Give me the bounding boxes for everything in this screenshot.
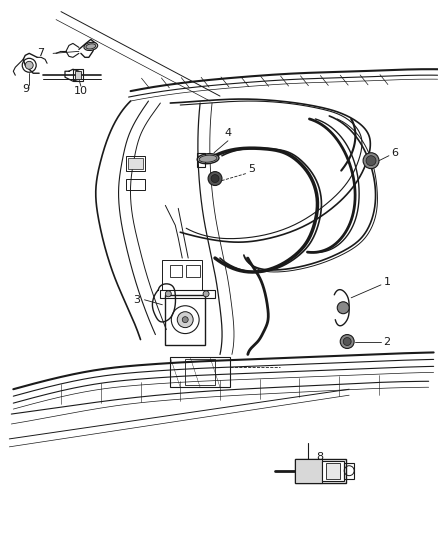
Bar [170,265,182,277]
Bar [75,71,81,79]
Bar [125,179,145,190]
Bar [125,156,145,171]
Bar [6,6,135,121]
Bar [165,295,205,344]
Bar [73,69,83,81]
Circle shape [211,175,219,182]
Bar [343,463,353,479]
Text: 9: 9 [23,84,30,94]
Text: 8: 8 [315,452,322,462]
Bar [197,153,205,167]
Ellipse shape [86,44,95,49]
Ellipse shape [197,154,219,164]
Bar [294,459,321,482]
Bar [160,290,215,298]
Text: 6: 6 [391,148,397,158]
Text: 10: 10 [74,86,88,96]
Text: 5: 5 [248,164,255,174]
Ellipse shape [199,155,216,162]
Bar [321,461,343,481]
Circle shape [203,291,208,297]
Text: 2: 2 [382,336,390,346]
Bar [185,359,215,385]
Bar [127,158,143,168]
Text: 1: 1 [382,277,389,287]
Circle shape [336,302,348,314]
Circle shape [165,291,171,297]
Bar [162,260,201,290]
Text: 7: 7 [38,49,45,58]
Circle shape [208,172,222,185]
Bar [325,463,339,479]
Text: 3: 3 [133,295,140,305]
Circle shape [25,61,33,69]
Bar [186,265,200,277]
Circle shape [339,335,353,349]
Ellipse shape [84,42,98,51]
Circle shape [365,156,375,166]
Bar [294,459,346,482]
Circle shape [182,317,188,322]
Circle shape [177,312,193,328]
Bar [170,358,230,387]
Circle shape [362,153,378,168]
Circle shape [343,337,350,345]
Text: 4: 4 [224,128,231,138]
